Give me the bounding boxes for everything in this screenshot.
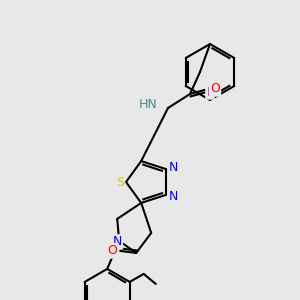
Text: N: N	[112, 236, 122, 248]
Text: HN: HN	[139, 98, 158, 112]
Text: N: N	[169, 190, 178, 203]
Text: O: O	[107, 244, 117, 257]
Text: S: S	[116, 176, 124, 190]
Text: F: F	[206, 85, 214, 98]
Text: N: N	[169, 160, 178, 174]
Text: O: O	[210, 82, 220, 95]
